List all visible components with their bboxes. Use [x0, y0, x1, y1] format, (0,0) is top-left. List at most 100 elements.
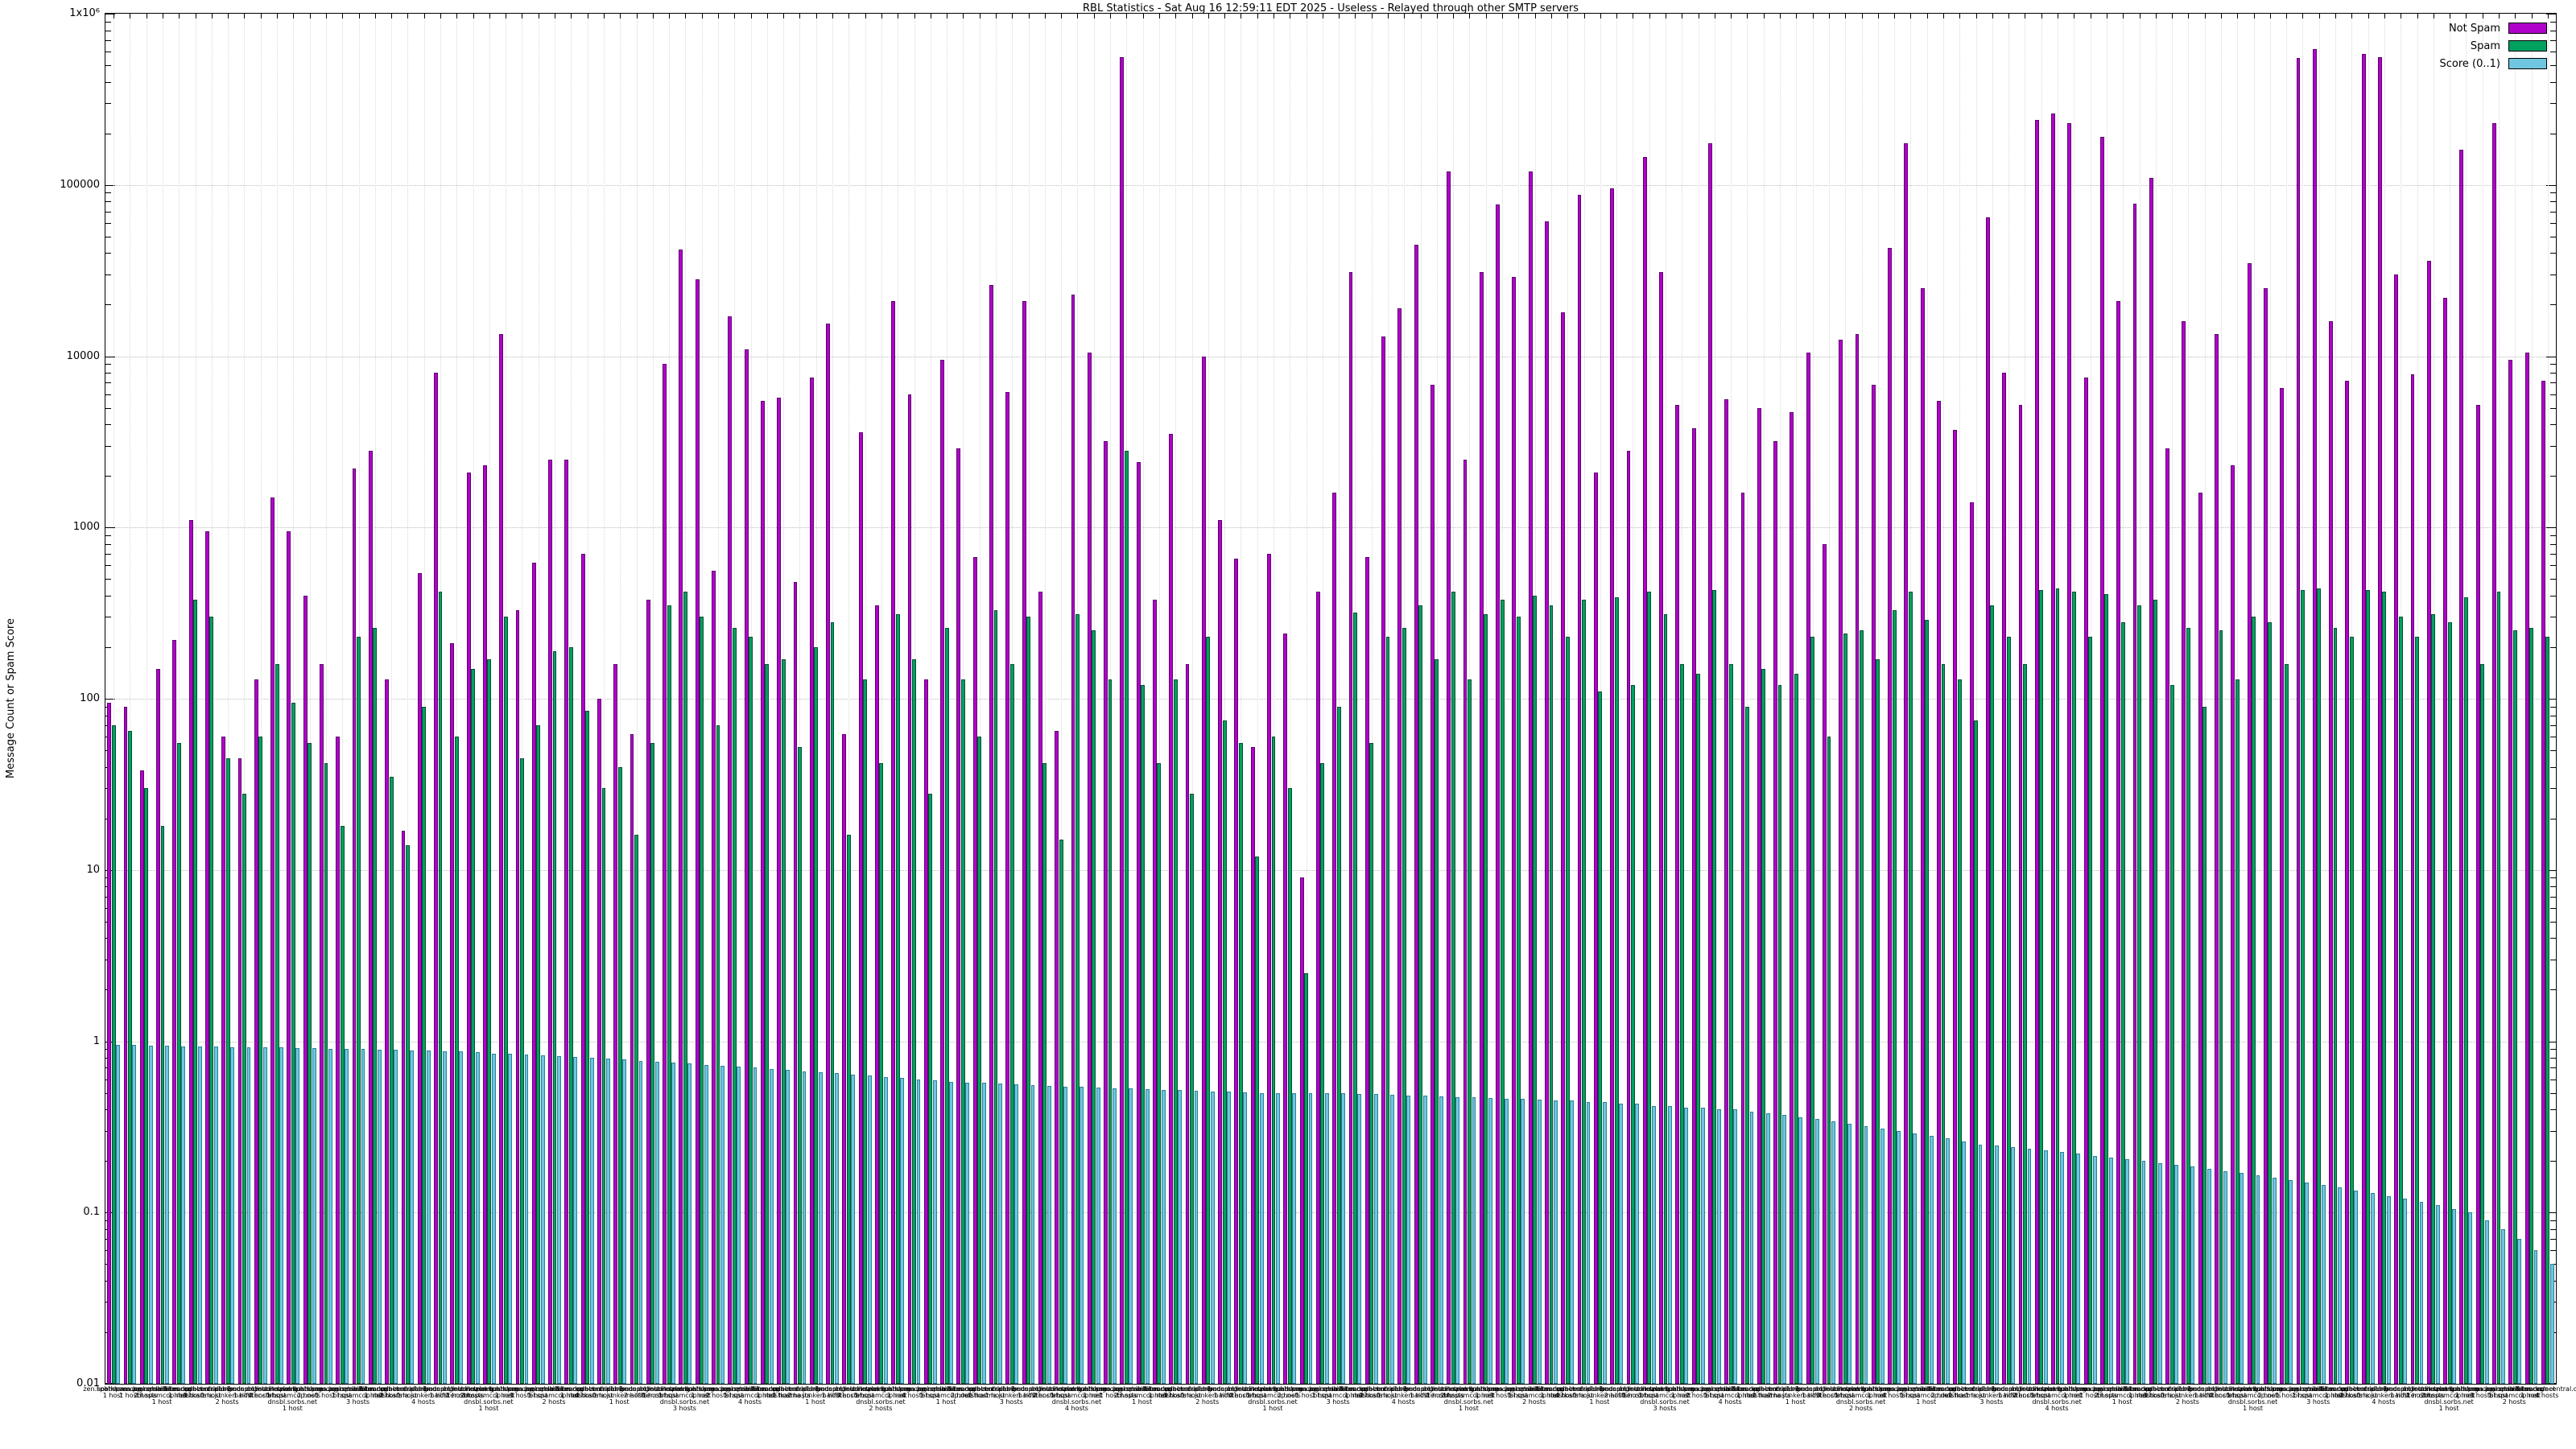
x-tick-label-line: 4 hosts [901, 1392, 926, 1399]
bar-spam [667, 605, 671, 1384]
x-axis-tick [260, 14, 262, 19]
bar-score [1161, 1089, 1166, 1384]
x-tick-label-lines: list.dnswl.org 2 hosts [1431, 1386, 1474, 1399]
x-tick-label-line: 2 hosts [378, 1392, 402, 1399]
bar-spam [438, 592, 443, 1384]
bar-spam [2252, 617, 2256, 1384]
y-minor-tick [2550, 1109, 2556, 1111]
bar-not-spam [2198, 492, 2202, 1384]
bar-not-spam [728, 316, 733, 1384]
x-tick-label-lines: zen.spamhaus.org bl.spamcop.net 1 host [132, 1386, 192, 1406]
bar-spam [2104, 593, 2109, 1384]
bar-not-spam [1267, 554, 1271, 1384]
y-minor-tick [2550, 1250, 2556, 1252]
x-tick-label-line: 1 host [1426, 1392, 1447, 1399]
bar-spam [1679, 663, 1684, 1384]
bar-score [1227, 1091, 1231, 1384]
bar-not-spam [679, 249, 683, 1384]
x-tick-label-line: dnsbl.sorbs.net [659, 1398, 710, 1406]
x-tick-label-lines: list.dnswl.org 1 host [2019, 1386, 2062, 1399]
x-tick-label-line: dnsbl-1.uceprotect.net [991, 1385, 1065, 1393]
x-axis-tick [881, 14, 882, 19]
y-major-tick [2546, 869, 2556, 871]
x-tick-label-lines: zen.spamhaus.org hostkarma.junkemailfilte… [1550, 1386, 1648, 1406]
bar-spam [1696, 673, 1701, 1384]
bar-not-spam [1806, 352, 1810, 1384]
x-tick-label-line: 4 hosts [2045, 1405, 2069, 1412]
bar-score [246, 1047, 251, 1384]
x-tick-label-line: 1 host [2243, 1405, 2264, 1412]
x-tick-label-lines: bl.spamcop.net 1 host [105, 1386, 155, 1399]
bar-spam [683, 592, 687, 1384]
x-tick-label-lines: bl.spamcop.net 2 hosts [692, 1386, 742, 1399]
bar-not-spam [2443, 297, 2448, 1384]
bar-score [1570, 1100, 1575, 1384]
bar-spam [1745, 706, 1749, 1384]
x-tick-label-lines: zen.spamhaus.org 2 hosts [279, 1386, 339, 1399]
bar-spam [749, 637, 753, 1384]
y-minor-tick [105, 103, 111, 105]
v-gridline [881, 14, 882, 1384]
x-tick-label-line: 1 host [1459, 1405, 1479, 1412]
x-tick-label-line: bl.spamcop.net [888, 1385, 939, 1393]
y-axis-ticks: 1x10⁶ 100000 10000 1000 100 10 1 0.1 0.01 [0, 0, 101, 1449]
x-tick-label-lines: ix.dnsbl.manitu.net 1 host [425, 1386, 488, 1399]
x-tick-label-lines: bl.spamcop.net 2 hosts [1673, 1386, 1723, 1399]
x-tick-label-line: dnsbl.sorbs.net [1133, 1385, 1183, 1393]
x-tick-label-line: dnsbl-1.uceprotect.net [2363, 1385, 2437, 1393]
x-axis-tick [2269, 14, 2271, 19]
x-tick-label-line: bl.spamcop.net [2032, 1392, 2082, 1399]
x-axis-tick [1731, 14, 1732, 19]
x-tick-label-line: hostkarma.junkemailfilter.com [1158, 1392, 1257, 1399]
x-tick-label-line: 1 host [1295, 1392, 1315, 1399]
x-tick-label-line: zen.spamhaus.org [328, 1385, 388, 1393]
bar-spam [2512, 630, 2517, 1384]
x-tick-label-line: 3 hosts [1816, 1392, 1840, 1399]
h-gridline [105, 699, 2556, 700]
chart-title: RBL Statistics - Sat Aug 16 12:59:11 EDT… [1083, 2, 1579, 14]
bar-spam [2398, 617, 2403, 1384]
bar-spam [454, 737, 459, 1384]
y-tick-label: 0.01 [76, 1377, 100, 1389]
x-tick-label-line: dnsbl-1.uceprotect.net [1187, 1385, 1261, 1393]
bar-not-spam [2378, 56, 2382, 1384]
x-tick-label-lines: hostkarma.junkemailfilter.com 1 host [1861, 1386, 1959, 1399]
v-gridline [407, 14, 409, 1384]
x-axis-tick [1747, 14, 1748, 19]
x-tick-label-lines: zen.spamhaus.org 1 host [1455, 1386, 1515, 1399]
x-axis-tick [244, 14, 246, 19]
x-tick-label-line: 1 host [429, 1392, 450, 1399]
x-tick-label-line: b.barracudacentral.org [1530, 1385, 1604, 1393]
x-tick-label-line: bl.spamcop.net [2227, 1392, 2278, 1399]
x-axis-tick [1436, 14, 1438, 19]
x-tick-label-line: hostkarma.junkemailfilter.com [97, 1385, 195, 1393]
x-axis-tick [2547, 14, 2549, 19]
x-axis-tick [1224, 14, 1226, 19]
bar-spam [2006, 637, 2011, 1384]
bar-not-spam [1201, 356, 1206, 1384]
bar-score [1259, 1092, 1264, 1384]
x-tick-label-lines: hostkarma.junkemailfilter.com 1 host [489, 1386, 586, 1399]
y-minor-tick [2550, 907, 2556, 909]
x-tick-label-line: bl.spamcop.net [1051, 1392, 1102, 1399]
x-tick-label-line: zen.spamhaus.org [1112, 1385, 1172, 1393]
bar-not-spam [172, 640, 177, 1384]
x-tick-label-line: zen.spamhaus.org [1831, 1385, 1891, 1393]
x-tick-label-line: 1 host [886, 1392, 907, 1399]
v-gridline [1061, 14, 1063, 1384]
y-minor-tick [2550, 724, 2556, 726]
legend-swatch-spam [2508, 40, 2547, 52]
bar-spam [2268, 621, 2273, 1384]
x-tick-label-line: 1 host [821, 1392, 842, 1399]
x-tick-label-lines: psbl.surriel.com 1 host [969, 1386, 1021, 1399]
bar-not-spam [2067, 122, 2072, 1384]
x-axis-tick [1796, 14, 1798, 19]
bar-score [589, 1058, 594, 1384]
x-tick-label-line: zen.spamhaus.org [2288, 1385, 2348, 1393]
x-tick-label-lines: bl.spamcop.net 1 host [1084, 1386, 1134, 1399]
x-tick-label-lines: zen.spamhaus.org hostkarma.junkemailfilte… [2334, 1386, 2432, 1406]
bar-spam [258, 737, 263, 1384]
x-tick-label-lines: psbl.surriel.com 1 host [577, 1386, 629, 1399]
bar-not-spam [385, 679, 390, 1384]
